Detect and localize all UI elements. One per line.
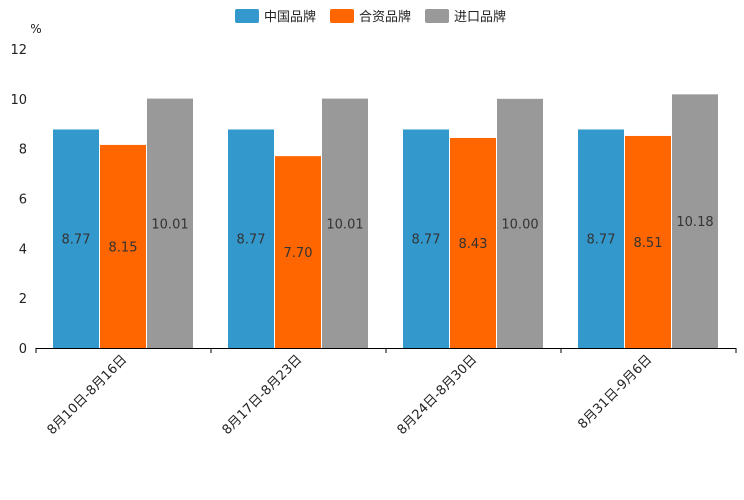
y-tick-label: 6: [19, 193, 27, 208]
y-tick-label: 0: [19, 342, 27, 357]
x-axis: 8月10日-8月16日 8月17日-8月23日 8月24日-8月30日 8月31日-9…: [35, 348, 737, 438]
bar-3-4: [672, 94, 718, 349]
legend-swatch-3: [425, 9, 449, 23]
bar-value-label: 10.18: [676, 215, 713, 230]
legend-swatch-2: [330, 9, 354, 23]
y-tick-label: 8: [19, 143, 27, 158]
bar-2-3: [450, 137, 496, 348]
y-axis-unit-label: %: [30, 22, 41, 36]
x-category-label: 8月31日-9月6日: [575, 352, 655, 432]
bar-value-label: 8.77: [412, 233, 441, 248]
bar-2-2: [275, 156, 321, 348]
bar-1-4: [578, 129, 624, 348]
x-category-label: 8月10日-8月16日: [45, 352, 131, 438]
bar-3-2: [322, 98, 368, 348]
bar-3-1: [147, 98, 193, 348]
bar-value-label: 8.43: [459, 237, 488, 252]
y-tick-label: 4: [19, 242, 27, 257]
y-tick-label: 12: [10, 43, 27, 58]
legend-label-3: 进口品牌: [454, 9, 506, 25]
legend-label-2: 合资品牌: [359, 9, 411, 25]
bar-value-label: 8.77: [237, 233, 266, 248]
bar-value-label: 7.70: [284, 246, 313, 261]
legend: 中国品牌 合资品牌 进口品牌: [235, 9, 506, 25]
legend-label-1: 中国品牌: [264, 9, 316, 25]
x-category-label: 8月17日-8月23日: [220, 352, 306, 438]
y-tick-label: 10: [10, 93, 27, 108]
bar-1-3: [403, 129, 449, 348]
bar-1-2: [228, 129, 274, 348]
legend-swatch-1: [235, 9, 259, 23]
bar-1-1: [53, 129, 99, 348]
bar-value-label: 10.00: [501, 217, 538, 232]
bar-value-label: 8.51: [634, 236, 663, 251]
bars: 8.77 8.77 8.77 8.77 8.15 7.70 8.43 8.51 10.01 10.…: [53, 94, 718, 349]
x-category-label: 8月24日-8月30日: [395, 352, 481, 438]
bar-2-4: [625, 135, 671, 348]
bar-value-label: 8.77: [62, 233, 91, 248]
bar-value-label: 10.01: [326, 217, 363, 232]
y-axis: 0 2 4 6 8 10 12: [10, 43, 27, 357]
y-tick-label: 2: [19, 292, 27, 307]
bar-2-1: [100, 144, 146, 348]
bar-value-label: 8.77: [587, 233, 616, 248]
bar-value-label: 8.15: [109, 240, 138, 255]
bar-value-label: 10.01: [151, 217, 188, 232]
bar-3-3: [497, 98, 543, 348]
